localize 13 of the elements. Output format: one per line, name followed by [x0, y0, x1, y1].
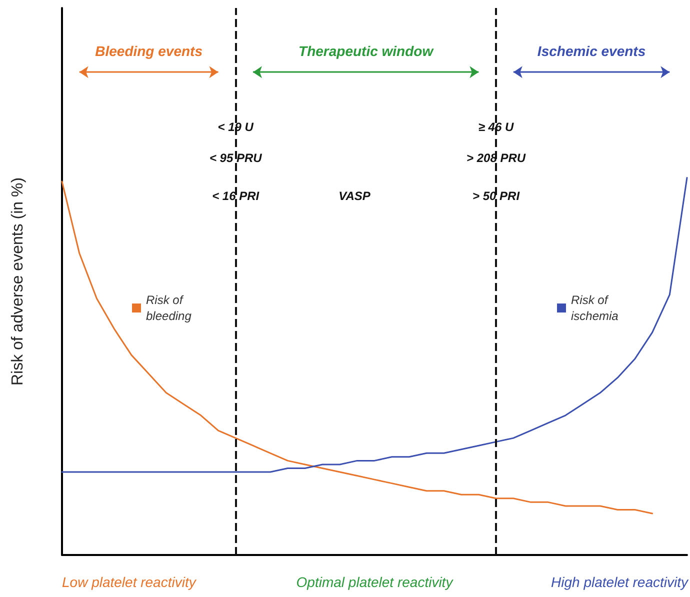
- text: Therapeutic window: [298, 43, 434, 60]
- legend-label: Risk of bleeding: [146, 293, 192, 323]
- legend-label: Risk of ischemia: [571, 293, 619, 323]
- annotation: < 16 PRI: [212, 189, 260, 203]
- text: High platelet reactivity: [551, 574, 689, 590]
- text: Low platelet reactivity: [62, 574, 197, 590]
- text: Ischemic events: [537, 43, 646, 60]
- text: < 95 PRU: [209, 151, 262, 165]
- annotation: > 50 PRI: [472, 189, 520, 203]
- y-axis-title: Risk of adverse events (in %): [10, 177, 26, 386]
- text: Bleeding events: [95, 43, 203, 60]
- text: Optimal platelet reactivity: [296, 574, 454, 590]
- annotation: VASP: [338, 189, 372, 203]
